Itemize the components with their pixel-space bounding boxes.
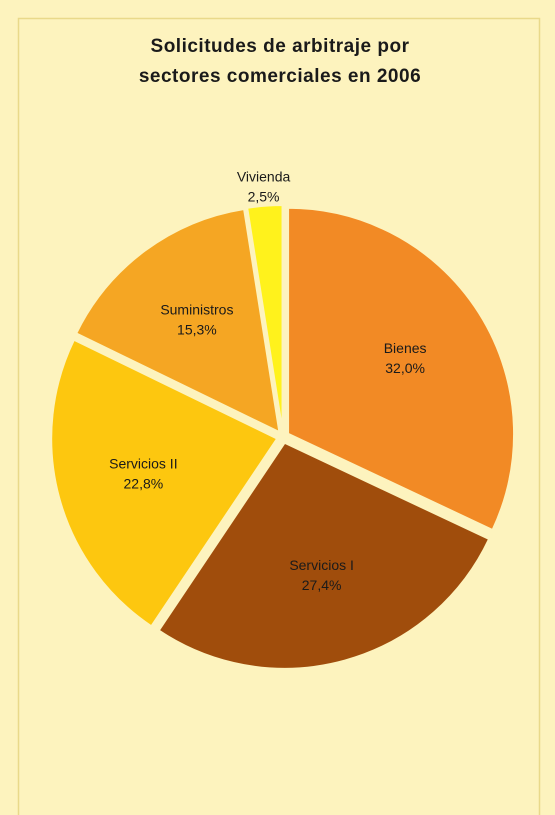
slice-value-label: 22,8%	[124, 475, 164, 491]
slice-label: Suministros	[160, 301, 233, 317]
slice-label: Vivienda	[237, 168, 291, 184]
slice-value-label: 2,5%	[248, 188, 280, 204]
slice-label: Bienes	[384, 340, 427, 356]
pie-slice	[287, 206, 516, 532]
pie-slice	[246, 204, 284, 432]
chart-title: sectores comerciales en 2006	[139, 66, 421, 87]
slice-label: Servicios II	[109, 455, 177, 471]
pie-slice	[50, 338, 279, 628]
chart-title: Solicitudes de arbitraje por	[151, 36, 410, 57]
slice-label: Servicios I	[289, 557, 354, 573]
pie-slice	[157, 441, 491, 670]
slice-value-label: 27,4%	[302, 577, 342, 593]
chart-border	[17, 17, 541, 815]
slice-value-label: 32,0%	[385, 360, 425, 376]
slice-value-label: 15,3%	[177, 321, 217, 337]
pie-slice	[74, 207, 281, 434]
